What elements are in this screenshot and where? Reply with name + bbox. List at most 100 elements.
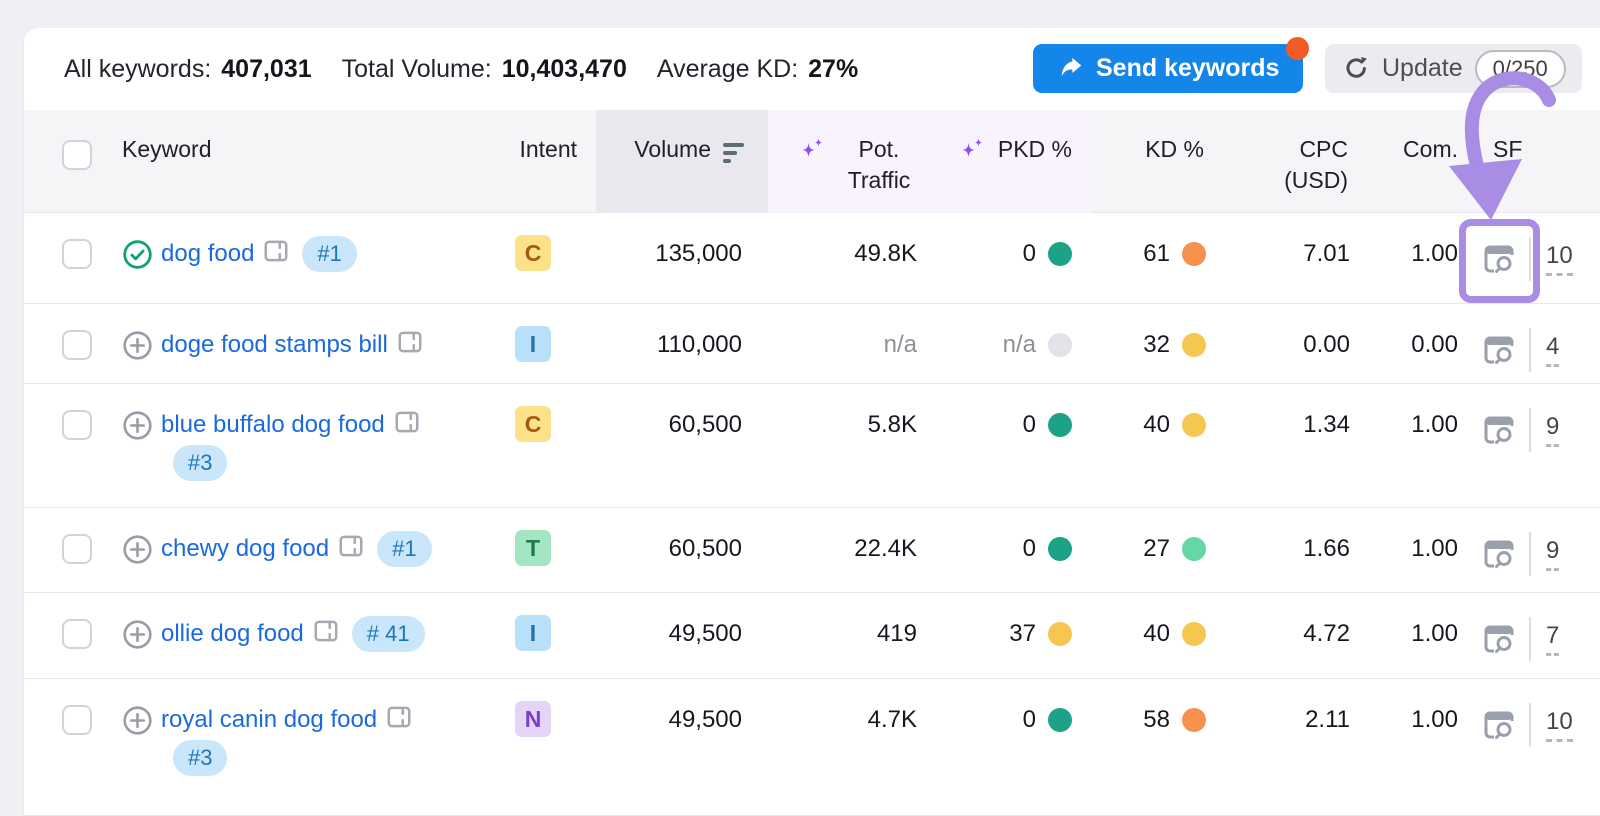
pkd-dot	[1048, 537, 1072, 561]
header-com[interactable]: Com.	[1403, 136, 1458, 162]
keyword-link[interactable]: blue buffalo dog food	[161, 411, 385, 438]
table-row: blue buffalo dog food #3 C 60,500 5.8K 0 …	[24, 384, 1600, 508]
kd-dot	[1182, 333, 1206, 357]
keyword-link[interactable]: ollie dog food	[161, 620, 304, 647]
table-row: royal canin dog food #3 N 49,500 4.7K 0 5…	[24, 679, 1600, 816]
rank-badge[interactable]: # 41	[351, 616, 425, 652]
header-intent[interactable]: Intent	[519, 136, 577, 162]
serp-snapshot-icon[interactable]	[385, 703, 413, 731]
add-keyword-icon[interactable]	[122, 330, 153, 364]
rank-badge[interactable]: #1	[302, 236, 357, 272]
serp-features-preview-icon[interactable]	[1482, 708, 1516, 742]
row-checkbox[interactable]	[62, 410, 92, 440]
table-row: doge food stamps bill I 110,000 n/a n/a …	[24, 304, 1600, 384]
pkd-dot	[1048, 242, 1072, 266]
pkd-value: 0	[1022, 411, 1036, 438]
serp-features-preview-icon[interactable]	[1482, 333, 1516, 367]
intent-badge: C	[515, 235, 551, 271]
header-volume[interactable]: Volume	[596, 110, 768, 213]
stat-label: Total Volume:	[341, 54, 492, 83]
header-select-cell	[24, 134, 110, 213]
add-keyword-icon[interactable]	[122, 410, 153, 482]
header-pkd[interactable]: PKD %	[930, 110, 1092, 213]
pkd-dot	[1048, 333, 1072, 357]
sf-count[interactable]: 9	[1546, 537, 1560, 571]
stat-value: 407,031	[221, 54, 312, 83]
pkd-value: n/a	[1002, 331, 1036, 358]
stat-value: 10,403,470	[501, 54, 627, 83]
header-keyword[interactable]: Keyword	[122, 136, 212, 162]
pkd-value: 0	[1022, 240, 1036, 267]
update-counter-pill: 0/250	[1474, 49, 1566, 88]
volume-value: 110,000	[657, 331, 742, 358]
serp-features-preview-icon[interactable]	[1482, 622, 1516, 656]
sf-count[interactable]: 10	[1546, 242, 1573, 276]
sf-count[interactable]: 7	[1546, 622, 1560, 656]
pkd-dot	[1048, 413, 1072, 437]
pot-traffic-value: 4.7K	[867, 706, 917, 733]
add-keyword-icon[interactable]	[122, 534, 153, 568]
rank-badge[interactable]: #1	[377, 531, 432, 567]
table-row: dog food #1 C 135,000 49.8K 0 61 7.01 1.0…	[24, 213, 1600, 304]
row-checkbox[interactable]	[62, 619, 92, 649]
serp-features-preview-icon[interactable]	[1482, 537, 1516, 571]
row-checkbox[interactable]	[62, 330, 92, 360]
row-checkbox[interactable]	[62, 239, 92, 269]
volume-value: 49,500	[668, 706, 742, 733]
serp-features-preview-icon[interactable]	[1482, 242, 1516, 276]
pkd-dot	[1048, 622, 1072, 646]
kd-value: 58	[1143, 706, 1170, 733]
volume-value: 135,000	[655, 240, 742, 267]
com-value: 1.00	[1411, 620, 1458, 647]
header-kd[interactable]: KD %	[1145, 136, 1204, 162]
header-pot-traffic[interactable]: Pot. Traffic	[768, 110, 930, 213]
rank-badge[interactable]: #3	[173, 740, 228, 776]
com-value: 1.00	[1411, 535, 1458, 562]
kd-value: 40	[1143, 411, 1170, 438]
header-sf[interactable]: SF	[1493, 136, 1523, 162]
ai-sparkle-icon	[959, 136, 986, 163]
row-checkbox[interactable]	[62, 534, 92, 564]
keyword-link[interactable]: chewy dog food	[161, 535, 330, 562]
keyword-link[interactable]: doge food stamps bill	[161, 331, 388, 358]
kd-value: 32	[1143, 331, 1170, 358]
add-keyword-icon[interactable]	[122, 619, 153, 653]
update-button[interactable]: Update 0/250	[1325, 44, 1582, 93]
stat-all-keywords: All keywords: 407,031	[64, 55, 312, 84]
intent-badge: N	[515, 701, 551, 737]
kd-value: 27	[1143, 535, 1170, 562]
serp-snapshot-icon[interactable]	[396, 328, 424, 356]
volume-value: 60,500	[668, 535, 742, 562]
serp-snapshot-icon[interactable]	[312, 617, 340, 645]
keyword-added-check-icon	[122, 239, 153, 273]
keyword-link[interactable]: royal canin dog food	[161, 706, 378, 733]
sf-count[interactable]: 4	[1546, 333, 1560, 367]
row-checkbox[interactable]	[62, 705, 92, 735]
kd-dot	[1182, 242, 1206, 266]
cpc-value: 0.00	[1303, 331, 1350, 358]
serp-features-preview-icon[interactable]	[1482, 413, 1516, 447]
kd-dot	[1182, 413, 1206, 437]
intent-badge: T	[515, 530, 551, 566]
com-value: 0.00	[1411, 331, 1458, 358]
select-all-checkbox[interactable]	[62, 140, 92, 170]
stat-label: Average KD:	[656, 54, 799, 83]
pot-traffic-value: 419	[876, 620, 917, 647]
kd-value: 40	[1143, 620, 1170, 647]
sf-count[interactable]: 9	[1546, 413, 1560, 447]
keyword-table-card: All keywords: 407,031 Total Volume: 10,4…	[24, 28, 1600, 816]
rank-badge[interactable]: #3	[173, 445, 228, 481]
serp-snapshot-icon[interactable]	[393, 408, 421, 436]
stat-total-volume: Total Volume: 10,403,470	[342, 55, 627, 84]
serp-snapshot-icon[interactable]	[262, 237, 290, 265]
pkd-value: 0	[1022, 706, 1036, 733]
add-keyword-icon[interactable]	[122, 705, 153, 777]
notification-dot	[1286, 37, 1310, 60]
header-cpc[interactable]: CPC (USD)	[1284, 136, 1348, 193]
sf-count[interactable]: 10	[1546, 708, 1573, 742]
serp-snapshot-icon[interactable]	[337, 532, 365, 560]
send-keywords-button[interactable]: Send keywords	[1033, 37, 1310, 93]
update-label: Update	[1382, 54, 1463, 82]
keyword-link[interactable]: dog food	[161, 240, 255, 267]
